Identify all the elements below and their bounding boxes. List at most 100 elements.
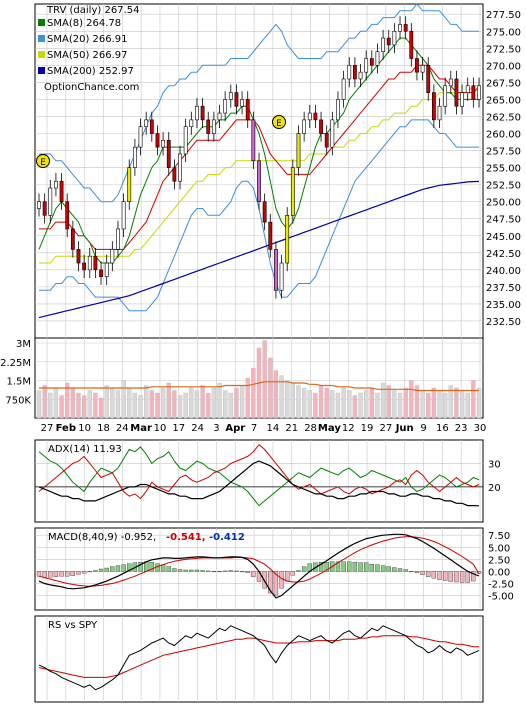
- macd-tick-label: 0.00: [488, 567, 510, 578]
- macd-histogram-bar: [59, 571, 64, 577]
- volume-bar: [144, 385, 149, 419]
- volume-bar: [245, 377, 250, 419]
- candle-body: [217, 112, 222, 121]
- x-tick-label: Feb: [56, 423, 76, 434]
- volume-bar: [279, 375, 284, 419]
- candle-body: [409, 30, 414, 59]
- macd-title: MACD(8,40,9) -0.952,: [48, 532, 156, 543]
- macd-tick-label: -5.00: [488, 592, 514, 603]
- sma200-line: [38, 180, 480, 319]
- macd-histogram-bar: [138, 562, 143, 572]
- adx-tick-label: 30: [488, 459, 501, 470]
- volume-bar: [223, 390, 228, 419]
- volume-bar: [443, 392, 448, 419]
- macd-histogram-bar: [443, 571, 448, 581]
- x-tick-label: May: [318, 423, 341, 434]
- candle-body: [200, 105, 205, 121]
- candle-body: [369, 58, 374, 66]
- macd-histogram-bar: [217, 571, 222, 573]
- macd-histogram-bar: [420, 571, 425, 575]
- volume-bar: [104, 385, 109, 419]
- price-tick-label: 270.00: [486, 61, 521, 72]
- x-tick-label: 3: [213, 423, 219, 434]
- price-tick-label: 257.50: [486, 147, 521, 158]
- candle-body: [403, 24, 408, 32]
- price-title: TRV (daily) 267.54: [46, 5, 139, 16]
- legend-sma50: SMA(50) 266.97: [47, 50, 128, 61]
- candle-body: [465, 85, 470, 93]
- candle-body: [426, 65, 431, 93]
- macd-histogram-bar: [239, 571, 245, 573]
- volume-bar: [189, 387, 194, 419]
- macd-histogram-bar: [335, 561, 341, 572]
- x-tick-label: Mar: [130, 423, 152, 434]
- price-tick-label: 255.00: [486, 164, 521, 175]
- macd-histogram-bar: [149, 562, 154, 572]
- candle-body: [313, 112, 318, 121]
- series-layer: [36, 3, 482, 691]
- legend-swatch-sma50: [38, 51, 45, 58]
- macd-line: [38, 533, 480, 599]
- x-tick-label: 27: [380, 423, 393, 434]
- volume-bar: [459, 390, 465, 419]
- volume-bar: [471, 380, 476, 419]
- macd-histogram-bar: [409, 571, 414, 573]
- candle-body: [262, 201, 267, 223]
- candle-body: [364, 58, 369, 73]
- candle-body: [93, 255, 98, 271]
- macd-histogram-bar: [268, 571, 273, 594]
- price-legend: TRV (daily) 267.54 SMA(8) 264.78 SMA(20)…: [38, 5, 139, 93]
- volume-bar: [138, 395, 143, 419]
- macd-histogram-bar: [183, 569, 188, 572]
- macd-histogram-bar: [352, 562, 358, 572]
- rs-title: RS vs SPY: [48, 620, 98, 631]
- candle-body: [324, 133, 329, 148]
- volume-bar: [290, 382, 295, 419]
- legend-swatch-sma20: [38, 35, 45, 42]
- x-tick-label: 10: [78, 423, 91, 434]
- candle-body: [161, 140, 166, 148]
- price-tick-label: 245.00: [486, 232, 521, 243]
- adx-title: ADX(14) 11.93: [48, 444, 122, 455]
- macd-histogram-bar: [262, 571, 267, 589]
- x-tick-label: 9: [420, 423, 426, 434]
- candle-body: [82, 262, 87, 271]
- volume-bar: [465, 392, 470, 419]
- candle-body: [104, 262, 109, 277]
- price-tick-label: 267.50: [486, 78, 521, 89]
- earnings-marker-2: E: [272, 115, 286, 129]
- legend-swatch-sma8: [38, 19, 45, 26]
- volume-bar: [358, 392, 363, 419]
- volume-bar: [200, 385, 205, 419]
- candle-body: [155, 133, 160, 148]
- macd-histogram-bar: [392, 567, 397, 572]
- candle-body: [386, 37, 391, 46]
- candle-body: [178, 153, 182, 182]
- volume-bar: [414, 385, 420, 419]
- legend-sma200: SMA(200) 252.97: [47, 66, 134, 77]
- macd-tick-label: 2.50: [488, 555, 510, 566]
- macd-histogram-bar: [369, 564, 374, 572]
- candle-body: [375, 51, 380, 66]
- x-tick-label: 30: [474, 423, 487, 434]
- macd-histogram-bar: [454, 571, 459, 583]
- adx-tick-label: 20: [488, 483, 501, 494]
- candle-body: [70, 228, 75, 250]
- macd-histogram-bar: [414, 571, 420, 574]
- candle-body: [172, 167, 177, 182]
- x-tick-label: 27: [41, 423, 54, 434]
- macd-value-blue: -0.412: [209, 532, 245, 543]
- candle-body: [279, 262, 284, 291]
- volume-bar: [53, 387, 59, 419]
- volume-bar: [70, 387, 75, 419]
- candle-body: [42, 201, 47, 216]
- legend-swatch-sma200: [38, 67, 45, 74]
- volume-bar: [76, 392, 81, 419]
- legend-sma20: SMA(20) 266.91: [47, 34, 128, 45]
- macd-histogram-bar: [324, 562, 329, 572]
- candle-body: [240, 99, 244, 107]
- x-tick-label: 24: [191, 423, 204, 434]
- candle-body: [290, 167, 295, 216]
- macd-histogram-bar: [426, 571, 431, 577]
- candle-body: [257, 160, 261, 202]
